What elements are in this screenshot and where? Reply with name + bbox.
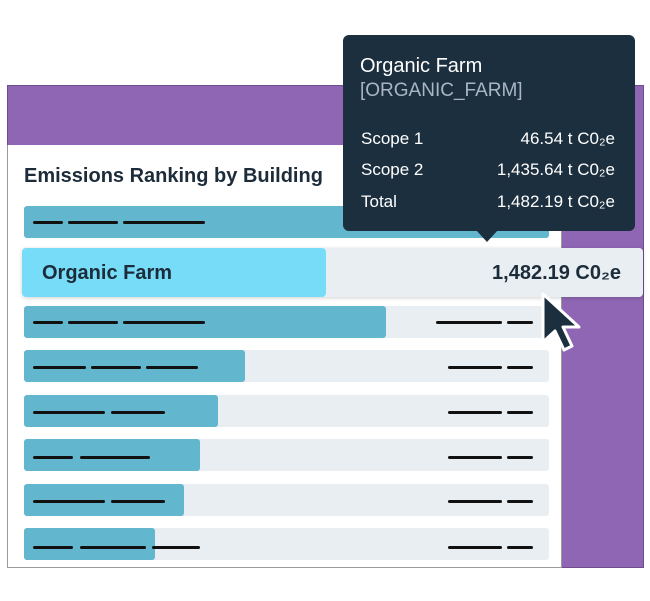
tooltip-scope2-value: 1,435.64 t C0₂e [496, 160, 615, 179]
redacted-value [507, 546, 533, 549]
redacted-value [436, 321, 502, 324]
redacted-label [33, 221, 63, 224]
redacted-label [152, 546, 200, 549]
redacted-label [146, 366, 198, 369]
redacted-label [123, 221, 205, 224]
redacted-label [33, 321, 63, 324]
redacted-value [507, 500, 533, 503]
redacted-value [507, 456, 533, 459]
redacted-value [448, 366, 502, 369]
ranking-row[interactable] [24, 306, 549, 338]
redacted-value [448, 546, 502, 549]
redacted-value [448, 411, 502, 414]
redacted-value [507, 366, 533, 369]
redacted-label [111, 500, 165, 503]
redacted-label [68, 221, 118, 224]
highlighted-row[interactable]: Organic Farm 1,482.19 C0₂e [22, 248, 643, 297]
redacted-value [448, 456, 502, 459]
redacted-label [111, 411, 165, 414]
tooltip-total-value: 1,482.19 t C0₂e [496, 192, 615, 211]
ranking-row[interactable] [24, 350, 549, 382]
highlighted-name: Organic Farm [42, 262, 173, 284]
emissions-tooltip: Organic Farm [ORGANIC_FARM] Scope 1 46.5… [343, 35, 635, 231]
redacted-value [507, 411, 533, 414]
redacted-label [68, 321, 118, 324]
redacted-label [80, 546, 146, 549]
tooltip-pointer [476, 230, 498, 242]
arrow-pointer-icon [541, 292, 581, 352]
highlighted-value: 1,482.19 C0₂e [492, 262, 621, 284]
redacted-label [33, 411, 105, 414]
redacted-label [33, 500, 105, 503]
ranking-row[interactable] [24, 528, 549, 560]
tooltip-total-label: Total [361, 192, 397, 211]
tooltip-title: Organic Farm [360, 55, 483, 77]
ranking-row[interactable] [24, 484, 549, 516]
ranking-bar [24, 528, 156, 560]
tooltip-scope2-label: Scope 2 [361, 160, 424, 179]
ranking-row[interactable] [24, 395, 549, 427]
redacted-label [33, 366, 86, 369]
redacted-label [33, 456, 73, 459]
ranking-row[interactable] [24, 439, 549, 471]
highlighted-bar [22, 248, 327, 297]
redacted-label [80, 456, 150, 459]
redacted-value [507, 321, 533, 324]
redacted-label [123, 321, 205, 324]
ranking-bar [24, 439, 200, 471]
tooltip-scope1-label: Scope 1 [361, 129, 424, 148]
card-title: Emissions Ranking by Building [24, 165, 323, 187]
redacted-label [91, 366, 141, 369]
tooltip-code: [ORGANIC_FARM] [360, 80, 523, 101]
tooltip-scope1-value: 46.54 t C0₂e [520, 129, 616, 148]
redacted-value [448, 500, 502, 503]
redacted-label [33, 546, 73, 549]
